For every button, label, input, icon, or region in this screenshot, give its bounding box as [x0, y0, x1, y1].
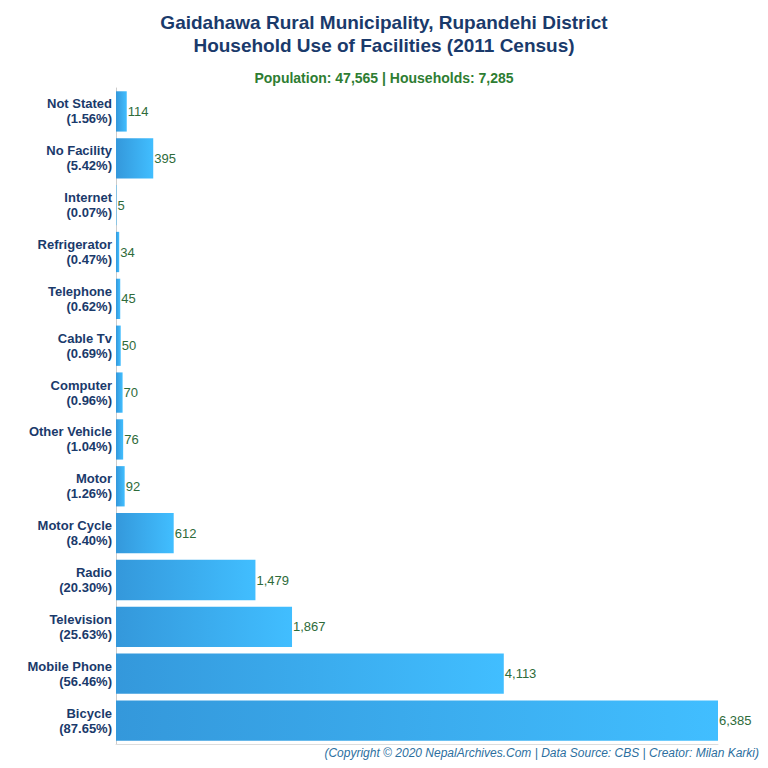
svg-text:Not Stated: Not Stated [47, 96, 112, 111]
svg-text:Telephone: Telephone [48, 284, 112, 299]
svg-text:(20.30%): (20.30%) [59, 580, 112, 595]
svg-text:(8.40%): (8.40%) [66, 533, 112, 548]
svg-text:Bicycle: Bicycle [66, 706, 112, 721]
svg-text:76: 76 [124, 432, 138, 447]
svg-text:1,479: 1,479 [256, 573, 289, 588]
svg-text:(5.42%): (5.42%) [66, 158, 112, 173]
svg-text:(0.69%): (0.69%) [66, 346, 112, 361]
svg-text:34: 34 [120, 245, 134, 260]
svg-text:Refrigerator: Refrigerator [38, 237, 112, 252]
svg-text:612: 612 [175, 526, 197, 541]
svg-text:4,113: 4,113 [505, 666, 537, 681]
svg-text:Internet: Internet [64, 190, 112, 205]
svg-text:(Copyright © 2020 NepalArchive: (Copyright © 2020 NepalArchives.Com | Da… [324, 746, 759, 760]
svg-text:92: 92 [126, 479, 140, 494]
svg-text:Other Vehicle: Other Vehicle [29, 424, 112, 439]
svg-text:Mobile Phone: Mobile Phone [28, 659, 113, 674]
svg-text:Cable Tv: Cable Tv [58, 331, 113, 346]
svg-text:(1.26%): (1.26%) [66, 486, 112, 501]
svg-text:114: 114 [128, 104, 149, 119]
svg-text:Computer: Computer [51, 378, 112, 393]
svg-text:45: 45 [121, 291, 135, 306]
svg-text:(1.56%): (1.56%) [66, 111, 112, 126]
svg-text:(0.47%): (0.47%) [66, 252, 112, 267]
svg-text:Radio: Radio [76, 565, 112, 580]
svg-text:(0.62%): (0.62%) [66, 299, 112, 314]
svg-text:(56.46%): (56.46%) [59, 674, 112, 689]
svg-text:Television: Television [49, 612, 112, 627]
svg-text:1,867: 1,867 [293, 619, 326, 634]
svg-text:70: 70 [124, 385, 138, 400]
svg-text:(1.04%): (1.04%) [66, 439, 112, 454]
svg-text:(25.63%): (25.63%) [59, 627, 112, 642]
svg-text:50: 50 [122, 338, 136, 353]
svg-text:Household Use of Facilities (2: Household Use of Facilities (2011 Census… [193, 35, 574, 56]
svg-text:5: 5 [117, 198, 124, 213]
svg-text:(87.65%): (87.65%) [59, 721, 112, 736]
svg-text:No Facility: No Facility [46, 143, 113, 158]
svg-text:Gaidahawa Rural Municipality,: Gaidahawa Rural Municipality, Rupandehi … [160, 12, 608, 33]
svg-text:Population: 47,565 | Household: Population: 47,565 | Households: 7,285 [254, 70, 513, 86]
svg-text:395: 395 [154, 151, 176, 166]
svg-text:(0.96%): (0.96%) [66, 393, 112, 408]
svg-text:Motor: Motor [76, 471, 112, 486]
svg-text:(0.07%): (0.07%) [66, 205, 112, 220]
svg-text:6,385: 6,385 [719, 713, 752, 728]
svg-text:Motor Cycle: Motor Cycle [38, 518, 112, 533]
